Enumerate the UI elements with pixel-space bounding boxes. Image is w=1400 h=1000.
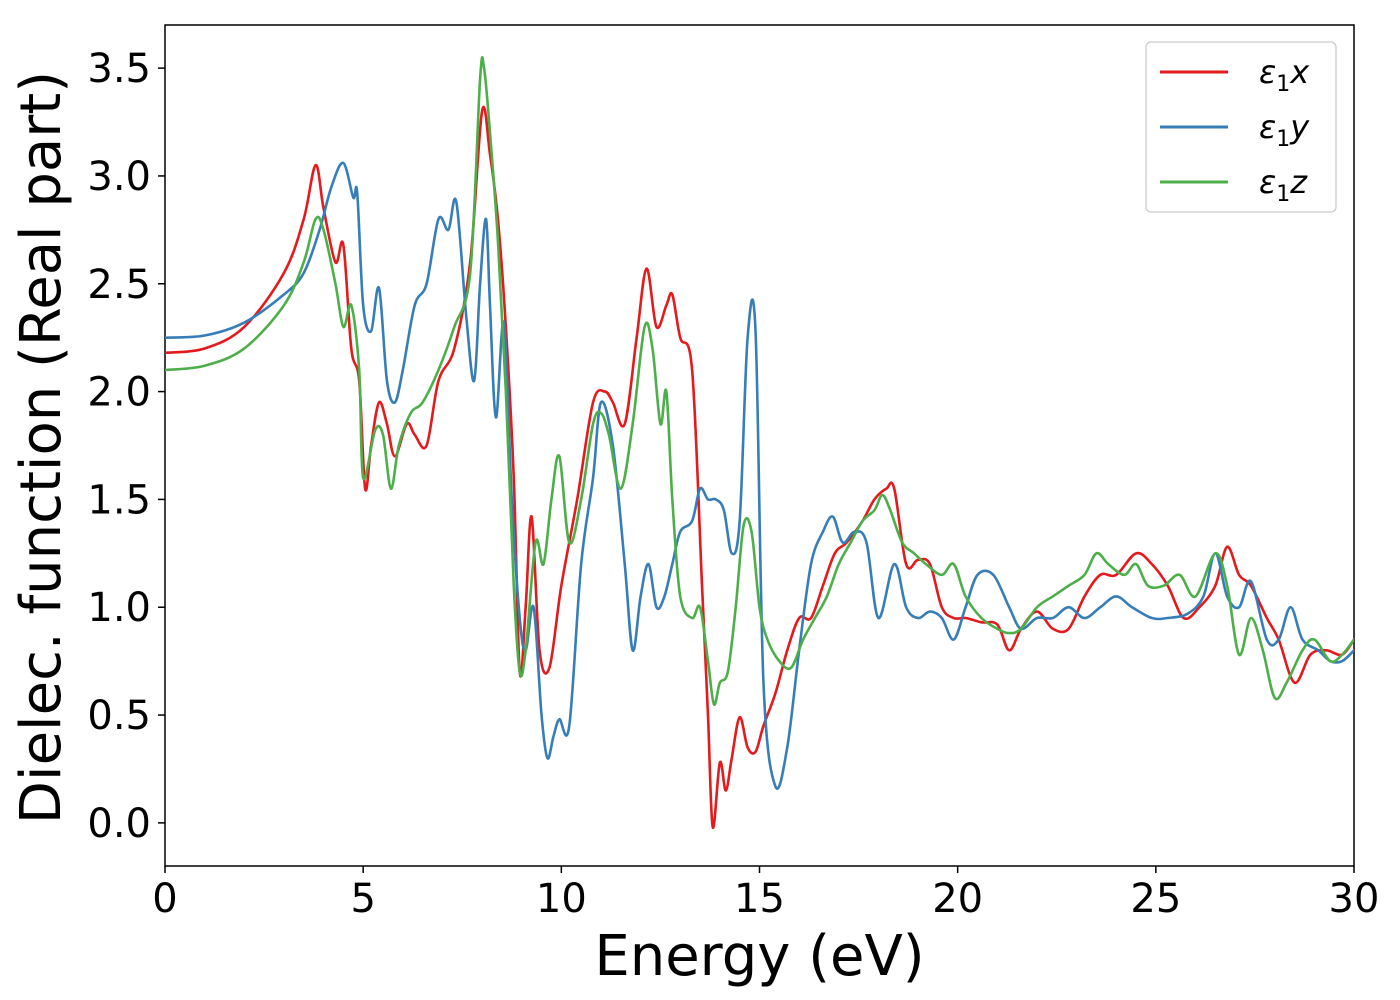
x-tick-label: 30 [1329,876,1380,922]
x-tick-label: 5 [350,876,375,922]
series-line-y [165,161,1354,790]
series-line-x [165,106,1354,829]
series-layer [165,56,1354,829]
x-tick-label: 15 [734,876,785,922]
legend-box [1145,41,1337,213]
x-axis-label: Energy (eV) [594,924,924,989]
y-tick-label: 3.5 [87,46,151,92]
legend-item-x: ε1x [1160,53,1310,97]
legend-item-z: ε1z [1160,163,1308,207]
y-tick-label: 2.0 [87,370,151,416]
legend: ε1x ε1y ε1z [1145,41,1337,213]
legend-item-y: ε1y [1160,108,1310,152]
legend-label: ε1z [1259,163,1308,207]
y-tick-label: 2.5 [87,262,151,308]
y-tick-label: 1.0 [87,585,151,631]
y-axis-label: Dielec. function (Real part) [9,71,74,824]
x-tick-label: 10 [536,876,587,922]
legend-label: ε1y [1259,108,1310,152]
series-line-z [165,56,1354,706]
x-tick-label: 25 [1130,876,1181,922]
x-tick-label: 20 [932,876,983,922]
y-tick-label: 3.0 [87,154,151,200]
y-tick-label: 0.5 [87,693,151,739]
y-tick-label: 0.0 [87,801,151,847]
y-tick-label: 1.5 [87,477,151,523]
y-axis-ticks: 0.0 0.5 1.0 1.5 2.0 2.5 3.0 3.5 [87,46,165,847]
x-axis-ticks: 0 5 10 15 20 25 30 [152,866,1379,922]
x-tick-label: 0 [152,876,177,922]
legend-label: ε1x [1259,53,1310,97]
